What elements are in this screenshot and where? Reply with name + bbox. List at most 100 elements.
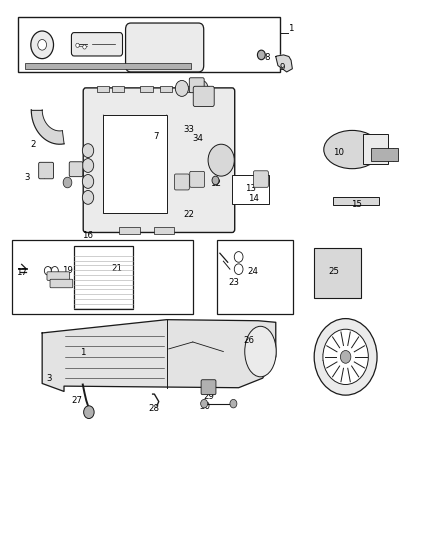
Circle shape	[195, 80, 208, 96]
Text: 28: 28	[148, 405, 159, 414]
Text: 14: 14	[247, 194, 258, 203]
Bar	[97, 86, 109, 92]
Text: 20: 20	[60, 277, 71, 286]
Text: 4: 4	[258, 179, 264, 188]
Text: 25: 25	[328, 268, 339, 276]
Bar	[371, 149, 398, 161]
Bar	[119, 227, 140, 233]
Text: 26: 26	[243, 336, 254, 345]
Text: 3: 3	[179, 179, 185, 188]
Text: 15: 15	[351, 200, 362, 209]
FancyBboxPatch shape	[126, 23, 204, 72]
Circle shape	[230, 399, 237, 408]
Polygon shape	[42, 320, 276, 391]
Ellipse shape	[245, 326, 276, 377]
Text: 1: 1	[288, 24, 294, 33]
Bar	[12, 240, 193, 314]
Bar	[314, 248, 361, 298]
Circle shape	[340, 351, 351, 364]
Circle shape	[234, 252, 243, 262]
Text: 12: 12	[210, 179, 222, 188]
Text: 3: 3	[260, 191, 265, 200]
Circle shape	[258, 50, 265, 60]
Circle shape	[323, 329, 368, 384]
FancyBboxPatch shape	[201, 379, 216, 394]
Circle shape	[314, 319, 377, 395]
FancyBboxPatch shape	[71, 33, 123, 56]
Circle shape	[208, 144, 234, 176]
Text: 3: 3	[24, 173, 30, 182]
Text: 3: 3	[46, 374, 52, 383]
Text: 24: 24	[247, 268, 258, 276]
Circle shape	[82, 159, 94, 172]
FancyBboxPatch shape	[254, 171, 268, 187]
Text: 17: 17	[16, 269, 27, 277]
Bar	[18, 17, 280, 72]
Circle shape	[212, 176, 219, 184]
FancyBboxPatch shape	[47, 272, 70, 280]
Bar	[153, 227, 174, 233]
Circle shape	[82, 174, 94, 188]
FancyBboxPatch shape	[83, 88, 235, 232]
Bar	[363, 134, 389, 165]
FancyBboxPatch shape	[39, 163, 53, 179]
Circle shape	[82, 144, 94, 158]
Circle shape	[83, 45, 86, 49]
Polygon shape	[31, 110, 64, 144]
Circle shape	[76, 43, 79, 47]
Circle shape	[201, 399, 208, 408]
Text: 23: 23	[229, 278, 240, 287]
Text: 16: 16	[81, 231, 93, 240]
Text: 29: 29	[203, 392, 214, 401]
Text: 4: 4	[41, 172, 46, 181]
Text: 9: 9	[279, 63, 285, 72]
Circle shape	[84, 406, 94, 418]
Bar	[333, 197, 379, 205]
Text: 5: 5	[74, 169, 79, 178]
Text: 4: 4	[179, 177, 185, 186]
Circle shape	[44, 266, 51, 275]
Text: 6: 6	[63, 179, 68, 188]
Bar	[196, 86, 208, 92]
Text: 13: 13	[245, 184, 256, 193]
Circle shape	[82, 190, 94, 204]
Text: 34: 34	[193, 134, 204, 143]
Polygon shape	[276, 55, 292, 72]
Bar	[217, 240, 293, 314]
Text: 33: 33	[184, 125, 195, 134]
Text: 7: 7	[153, 132, 159, 141]
Bar	[177, 86, 190, 92]
FancyBboxPatch shape	[69, 162, 83, 176]
Circle shape	[234, 264, 243, 274]
Text: 1: 1	[80, 348, 85, 357]
Circle shape	[63, 177, 72, 188]
Text: 5: 5	[194, 174, 200, 183]
Text: 11: 11	[375, 149, 386, 158]
FancyBboxPatch shape	[50, 279, 73, 288]
FancyBboxPatch shape	[174, 174, 189, 190]
Circle shape	[175, 80, 188, 96]
FancyBboxPatch shape	[189, 78, 204, 93]
Text: 19: 19	[62, 266, 73, 275]
Bar	[232, 174, 269, 204]
Circle shape	[38, 39, 46, 50]
Bar	[141, 86, 152, 92]
FancyBboxPatch shape	[190, 171, 205, 187]
Text: 21: 21	[112, 264, 123, 273]
Bar	[74, 246, 133, 309]
Bar	[103, 115, 166, 213]
Bar	[25, 63, 191, 69]
Text: 18: 18	[47, 268, 58, 276]
Text: 31: 31	[322, 354, 333, 363]
Text: 8: 8	[264, 53, 270, 62]
Circle shape	[31, 31, 53, 59]
Text: 10: 10	[333, 148, 344, 157]
FancyBboxPatch shape	[193, 86, 214, 107]
Bar	[112, 86, 124, 92]
Text: 3: 3	[235, 184, 240, 193]
Text: 2: 2	[31, 140, 36, 149]
Bar	[160, 86, 172, 92]
Text: 30: 30	[200, 402, 211, 411]
Text: 27: 27	[71, 396, 83, 405]
Text: 22: 22	[183, 210, 194, 219]
